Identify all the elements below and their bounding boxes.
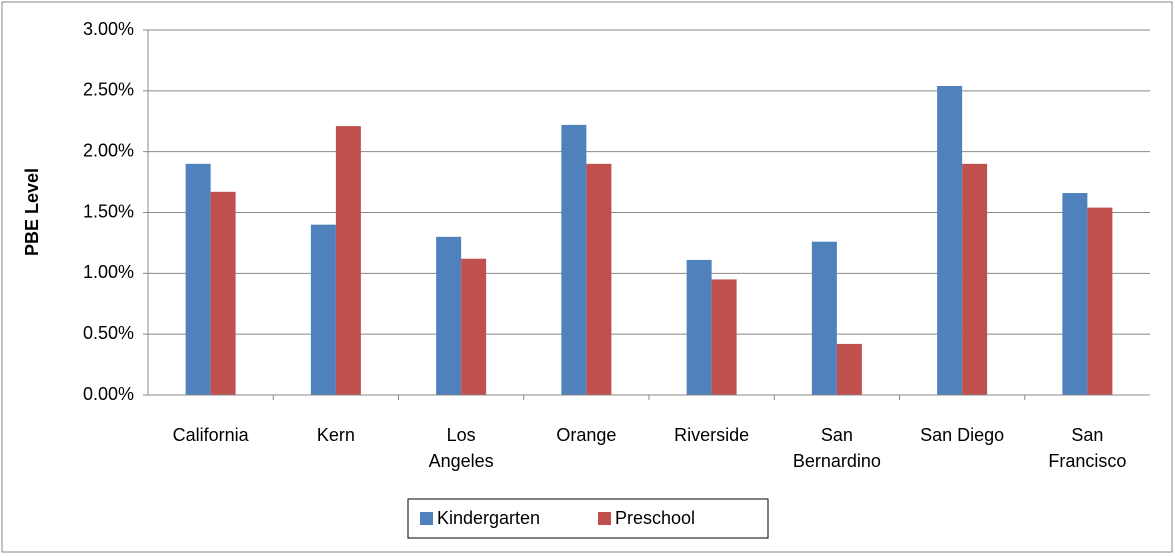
bar: [836, 343, 862, 395]
x-tick-label: Kern: [316, 425, 355, 445]
y-tick-label: 2.50%: [83, 80, 134, 100]
legend-box: [407, 498, 769, 539]
bar: [561, 124, 587, 396]
bar: [962, 163, 988, 395]
bar: [711, 279, 737, 395]
y-tick-label: 3.00%: [83, 19, 134, 39]
bar: [185, 163, 211, 395]
x-tick-label: Los Angeles: [428, 425, 494, 471]
y-tick-label: 0.50%: [83, 323, 134, 343]
legend-swatch: [420, 512, 433, 525]
legend-label: Kindergarten: [437, 508, 540, 528]
bar: [210, 191, 236, 395]
y-tick-label: 0.00%: [83, 384, 134, 404]
legend-label: Preschool: [615, 508, 695, 528]
bar: [1087, 207, 1113, 395]
x-tick-label: San Diego: [920, 425, 1005, 445]
bar: [937, 85, 963, 395]
y-tick-label: 1.00%: [83, 262, 134, 282]
x-tick-label: San Bernardino: [792, 425, 881, 471]
x-tick-label: Riverside: [674, 425, 750, 445]
bar: [811, 241, 837, 395]
bar: [461, 258, 487, 395]
bar: [335, 126, 361, 395]
bar: [310, 224, 336, 395]
x-tick-label: San Francisco: [1048, 425, 1127, 471]
x-tick-label: Orange: [556, 425, 617, 445]
legend-swatch: [598, 512, 611, 525]
y-tick-label: 2.00%: [83, 140, 134, 160]
y-tick-label: 1.50%: [83, 201, 134, 221]
bar: [1062, 193, 1088, 395]
x-tick-label: California: [172, 425, 249, 445]
bar: [686, 259, 712, 395]
bar: [586, 163, 612, 395]
y-axis-label: PBE Level: [22, 168, 42, 256]
bar: [436, 236, 462, 395]
